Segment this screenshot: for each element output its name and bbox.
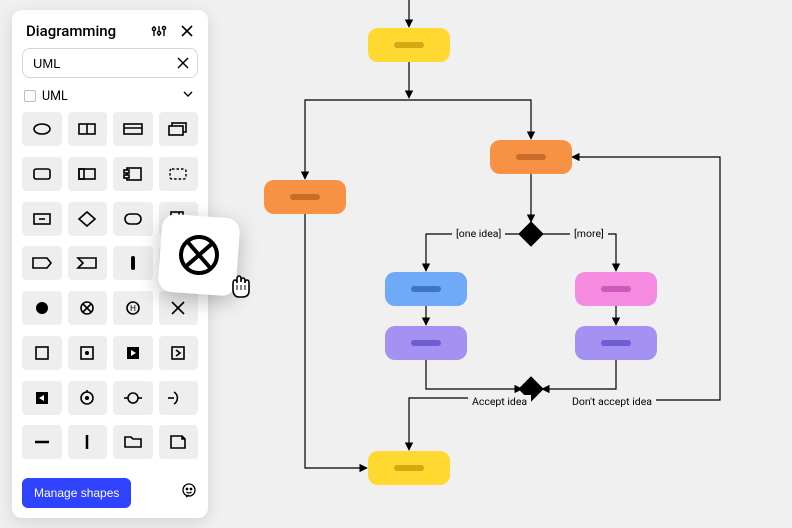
shape-component[interactable] <box>113 157 153 191</box>
shape-tag[interactable] <box>22 246 62 280</box>
shape-square-left[interactable] <box>22 381 62 415</box>
node-bar <box>411 340 441 346</box>
node-bar <box>516 154 546 160</box>
close-icon[interactable] <box>178 22 196 40</box>
shape-circle-dot[interactable] <box>68 381 108 415</box>
shape-half-moon[interactable] <box>159 381 199 415</box>
edge-label: [more] <box>570 227 608 240</box>
shape-folder[interactable] <box>113 425 153 459</box>
shape-square-arrow[interactable] <box>113 336 153 370</box>
grab-cursor-icon <box>225 270 255 304</box>
flow-node-n5[interactable] <box>575 272 657 306</box>
panel-header: Diagramming <box>22 20 198 48</box>
flow-node-n2[interactable] <box>264 180 346 214</box>
category-checkbox[interactable] <box>24 90 36 102</box>
shape-rect-slot[interactable] <box>22 202 62 236</box>
decision-d2[interactable] <box>518 376 543 401</box>
node-bar <box>290 194 320 200</box>
shape-stop-square[interactable] <box>22 336 62 370</box>
shape-circle-open[interactable] <box>113 381 153 415</box>
shape-collab[interactable] <box>68 112 108 146</box>
shape-note[interactable] <box>159 425 199 459</box>
decision-d1[interactable] <box>518 221 543 246</box>
shape-x[interactable] <box>159 291 199 325</box>
category-label: UML <box>42 89 68 104</box>
shape-square-open[interactable] <box>159 336 199 370</box>
shape-filled-circle[interactable] <box>22 291 62 325</box>
manage-shapes-button[interactable]: Manage shapes <box>22 478 131 508</box>
shape-dashed-rect[interactable] <box>159 157 199 191</box>
edge-label: [one idea] <box>452 227 505 240</box>
flow-node-n7[interactable] <box>575 326 657 360</box>
shape-square-dot[interactable] <box>68 336 108 370</box>
svg-text:H: H <box>130 304 136 313</box>
node-bar <box>394 42 424 48</box>
shape-h-circle[interactable]: H <box>113 291 153 325</box>
flow-node-n6[interactable] <box>385 326 467 360</box>
flow-node-n1[interactable] <box>368 28 450 62</box>
feedback-icon[interactable] <box>180 482 198 504</box>
search-wrap <box>22 48 198 78</box>
shape-receive[interactable] <box>68 246 108 280</box>
flow-node-n8[interactable] <box>368 451 450 485</box>
edge-label: Don't accept idea <box>568 395 656 408</box>
node-bar <box>601 340 631 346</box>
shape-crossed-circle[interactable] <box>68 291 108 325</box>
shape-bar-v2[interactable] <box>68 425 108 459</box>
shape-package[interactable] <box>113 112 153 146</box>
search-clear-icon[interactable] <box>176 55 190 74</box>
shape-rect[interactable] <box>22 157 62 191</box>
flow-node-n4[interactable] <box>385 272 467 306</box>
shape-multi-rect[interactable] <box>159 112 199 146</box>
panel-title: Diagramming <box>26 22 116 40</box>
edge-label: Accept idea <box>468 395 531 408</box>
panel-footer: Manage shapes <box>22 470 198 508</box>
shape-diamond[interactable] <box>68 202 108 236</box>
chevron-down-icon[interactable] <box>182 88 194 104</box>
settings-sliders-icon[interactable] <box>150 22 168 40</box>
shape-ellipse[interactable] <box>22 112 62 146</box>
shape-rect-alt[interactable] <box>68 157 108 191</box>
shape-search-input[interactable] <box>22 48 198 78</box>
node-bar <box>601 286 631 292</box>
shape-round-rect[interactable] <box>113 202 153 236</box>
category-row[interactable]: UML <box>22 86 198 112</box>
node-bar <box>411 286 441 292</box>
node-bar <box>394 465 424 471</box>
flow-node-n3[interactable] <box>490 140 572 174</box>
shape-bar-v[interactable] <box>113 246 153 280</box>
shape-minus[interactable] <box>22 425 62 459</box>
